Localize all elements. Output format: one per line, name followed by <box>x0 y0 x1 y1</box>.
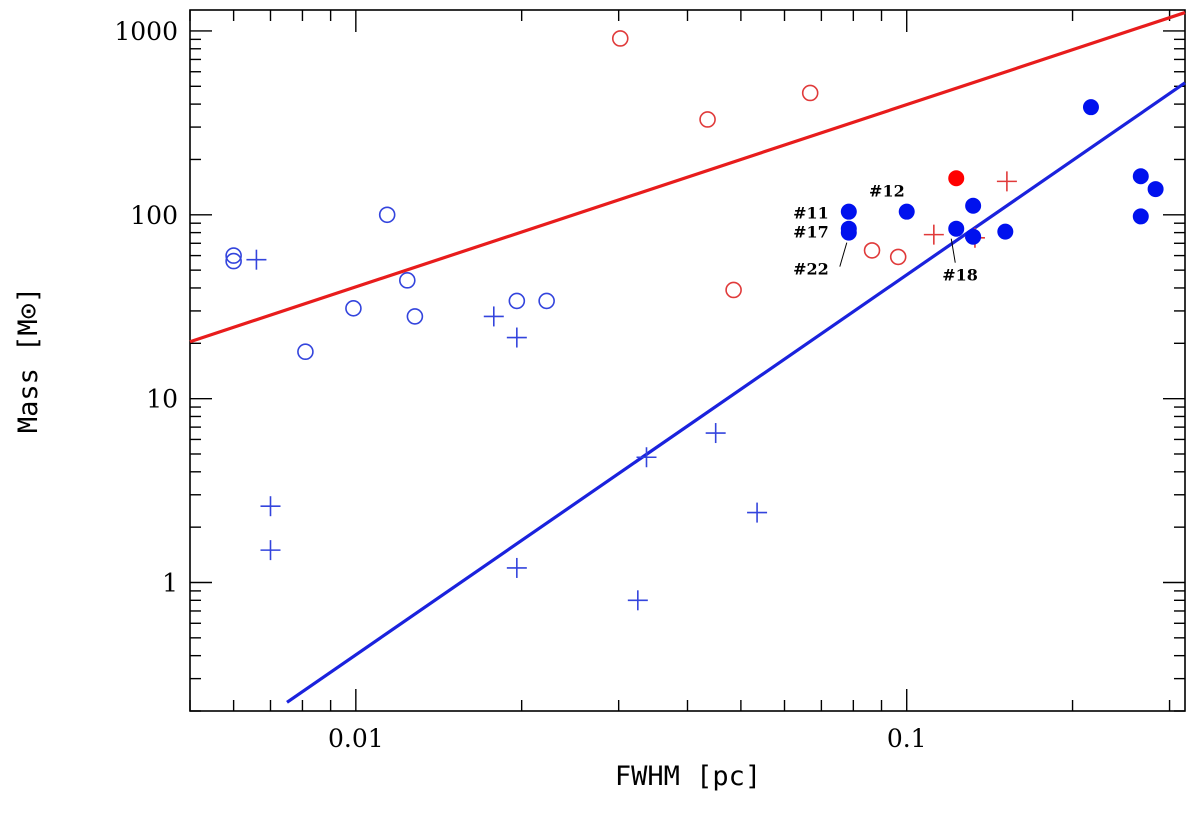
point-label: #17 <box>793 223 829 242</box>
leader-line <box>950 238 956 263</box>
filled-circle-marker <box>948 220 965 237</box>
open-circle-marker <box>725 281 742 299</box>
filled-circle-marker <box>1132 208 1149 225</box>
data-points <box>225 30 1164 611</box>
open-circle-marker <box>538 292 555 310</box>
open-circle-marker <box>801 84 819 102</box>
plus-marker <box>260 496 281 517</box>
fit-line <box>189 11 1186 344</box>
open-circle-marker <box>889 248 907 266</box>
open-circle-marker <box>611 30 629 47</box>
open-circle-marker <box>398 272 416 289</box>
plus-marker <box>260 540 281 561</box>
plus-marker <box>627 590 648 611</box>
plus-marker <box>705 423 726 444</box>
plus-marker <box>506 557 527 578</box>
plus-marker <box>506 327 527 348</box>
filled-circle-marker <box>948 170 965 187</box>
y-tick-label: 1000 <box>114 17 178 46</box>
plot-frame <box>189 9 1186 712</box>
point-label: #11 <box>793 204 829 223</box>
point-annotations: #11 #12 #17 #22 #18 <box>793 182 978 285</box>
filled-circle-marker <box>1147 181 1164 198</box>
plus-marker <box>246 249 267 270</box>
leader-line <box>839 242 848 267</box>
filled-circle-marker <box>1132 168 1149 185</box>
filled-circle-marker <box>840 203 857 220</box>
filled-circle-marker <box>1082 99 1099 116</box>
plus-marker <box>636 447 657 468</box>
plus-marker <box>747 502 768 523</box>
open-circle-marker <box>225 247 242 264</box>
open-circle-marker <box>345 300 362 317</box>
plus-marker <box>483 306 504 327</box>
filled-circle-marker <box>898 203 915 220</box>
y-tick-label: 1 <box>162 568 178 597</box>
point-label: #12 <box>869 182 905 201</box>
y-tick-label: 10 <box>146 385 178 414</box>
open-circle-marker <box>297 343 314 361</box>
filled-circle-marker <box>997 223 1014 240</box>
plus-marker <box>996 171 1017 192</box>
open-circle-marker <box>406 308 424 325</box>
open-circle-marker <box>699 111 716 128</box>
open-circle-marker <box>378 206 396 224</box>
open-circle-marker <box>225 252 242 270</box>
point-label: #22 <box>793 260 829 279</box>
y-axis-title: Mass [M⊙] <box>13 287 44 433</box>
fit-lines <box>189 11 1186 704</box>
open-circle-marker <box>508 292 526 310</box>
fit-line <box>286 81 1186 704</box>
open-circle-marker <box>863 242 881 259</box>
point-label: #18 <box>942 266 978 285</box>
filled-circle-marker <box>965 228 982 245</box>
y-tick-label: 100 <box>130 201 178 230</box>
filled-circle-marker <box>965 197 982 214</box>
axis-ticks: 0.01 0.1 1 10 100 1000 <box>114 10 1185 753</box>
x-axis-title: FWHM [pc] <box>615 761 761 792</box>
plus-marker <box>923 224 944 245</box>
x-tick-label: 0.01 <box>328 724 384 753</box>
filled-circle-marker <box>840 224 857 241</box>
x-tick-label: 0.1 <box>887 724 927 753</box>
